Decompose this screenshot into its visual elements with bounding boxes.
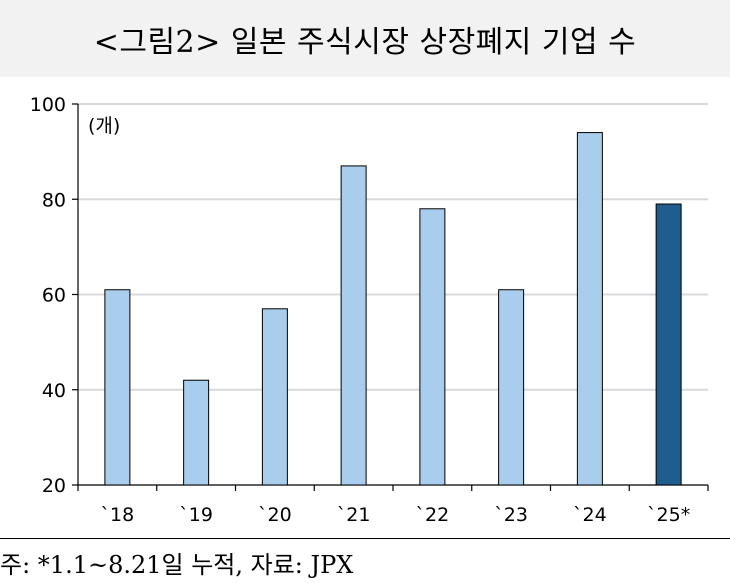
axes — [72, 103, 709, 491]
gridlines — [78, 103, 708, 391]
bar — [104, 289, 131, 486]
x-tick-label: `23 — [494, 504, 528, 526]
x-tick-label: `24 — [573, 504, 607, 526]
chart-title-bar: <그림2> 일본 주식시장 상장폐지 기업 수 — [0, 0, 730, 77]
x-tick-label: `18 — [101, 504, 135, 526]
x-tick-label: `25* — [647, 504, 690, 526]
chart-title: <그림2> 일본 주식시장 상장폐지 기업 수 — [93, 24, 637, 60]
x-tick-label: `22 — [416, 504, 450, 526]
bar — [498, 289, 525, 486]
x-tick-label: `20 — [258, 504, 292, 526]
unit-label: (개) — [88, 115, 120, 137]
bar — [261, 308, 288, 486]
footnote: 주: *1.1~8.21일 누적, 자료: JPX — [0, 538, 730, 580]
y-tick-label: 100 — [30, 94, 66, 116]
bars — [104, 132, 682, 486]
tick-labels: 20 40 60 80 100 `18 `19 `20 `21 `22 `23 `24 `25* — [30, 94, 690, 526]
bar — [419, 208, 446, 486]
bar — [576, 132, 603, 486]
footnote-text: 주: *1.1~8.21일 누적, 자료: JPX — [0, 551, 354, 579]
x-tick-label: `19 — [179, 504, 213, 526]
bar — [655, 203, 682, 486]
y-tick-label: 40 — [42, 380, 66, 402]
y-tick-label: 20 — [42, 475, 66, 497]
x-tick-label: `21 — [337, 504, 371, 526]
bar-chart: 20 40 60 80 100 `18 `19 `20 `21 `22 `23 `24 `25* (개) — [30, 94, 709, 526]
bar — [183, 379, 210, 486]
bar — [340, 165, 367, 486]
y-tick-label: 80 — [42, 189, 66, 211]
y-tick-label: 60 — [42, 285, 66, 307]
